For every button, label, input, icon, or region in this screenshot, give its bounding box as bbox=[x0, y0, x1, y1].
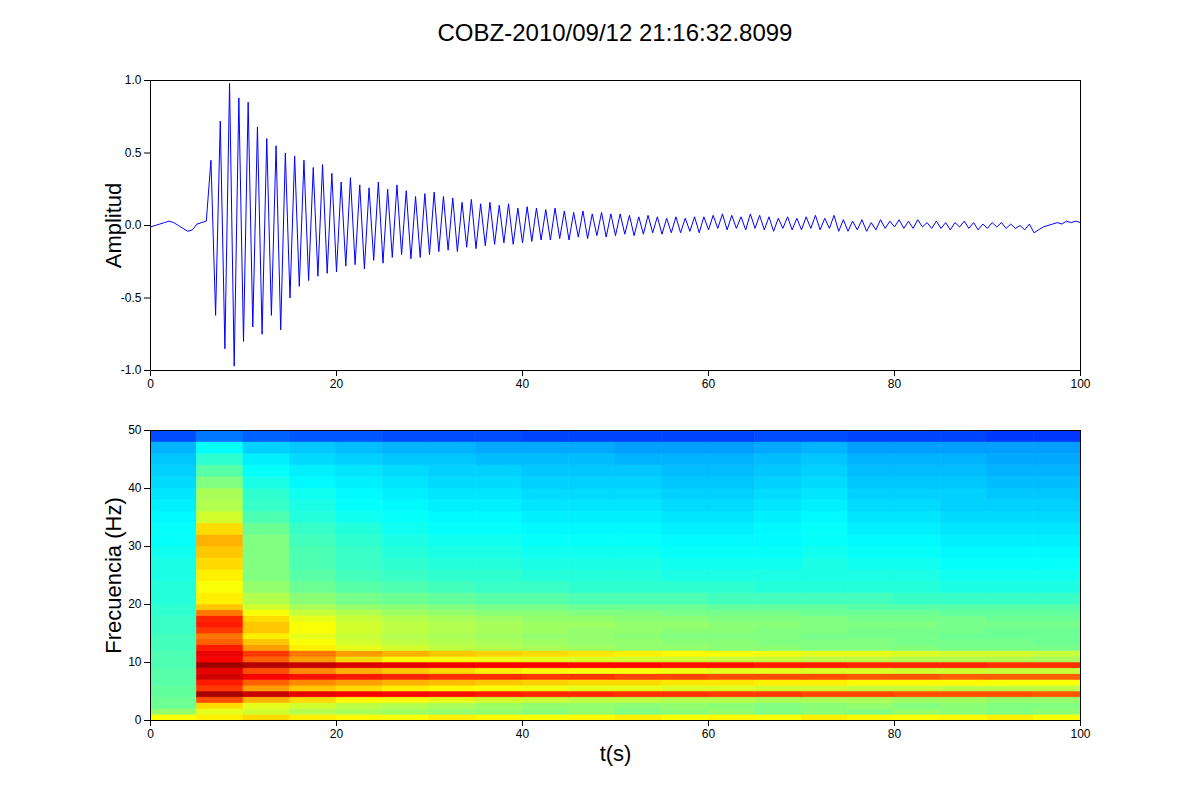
svg-text:1.0: 1.0 bbox=[125, 73, 142, 87]
html-text:COBZ-2010/09/12 21:16:32.8099: COBZ-2010/09/12 21:16:32.8099 bbox=[437, 19, 793, 46]
svg-text:100: 100 bbox=[1070, 727, 1090, 741]
svg-text:60: 60 bbox=[702, 727, 716, 741]
svg-text:Frecuencia (Hz): Frecuencia (Hz) bbox=[101, 497, 126, 653]
svg-text:10: 10 bbox=[128, 655, 142, 669]
svg-text:0.5: 0.5 bbox=[125, 146, 142, 160]
svg-text:40: 40 bbox=[516, 727, 530, 741]
svg-text:100: 100 bbox=[1070, 377, 1090, 391]
svg-text:-1.0: -1.0 bbox=[121, 363, 142, 377]
svg-text:50: 50 bbox=[128, 423, 142, 437]
svg-text:30: 30 bbox=[128, 539, 142, 553]
svg-text:Amplitud: Amplitud bbox=[101, 183, 126, 269]
svg-text:0: 0 bbox=[147, 727, 154, 741]
svg-text:t(s): t(s) bbox=[600, 741, 632, 766]
svg-text:0.0: 0.0 bbox=[125, 218, 142, 232]
svg-text:20: 20 bbox=[128, 597, 142, 611]
svg-text:20: 20 bbox=[330, 377, 344, 391]
svg-text:60: 60 bbox=[702, 377, 716, 391]
svg-text:40: 40 bbox=[128, 481, 142, 495]
svg-text:-0.5: -0.5 bbox=[121, 291, 142, 305]
svg-text:80: 80 bbox=[888, 377, 902, 391]
svg-text:0: 0 bbox=[147, 377, 154, 391]
svg-text:0: 0 bbox=[135, 713, 142, 727]
svg-text:40: 40 bbox=[516, 377, 530, 391]
svg-text:80: 80 bbox=[888, 727, 902, 741]
svg-text:20: 20 bbox=[330, 727, 344, 741]
